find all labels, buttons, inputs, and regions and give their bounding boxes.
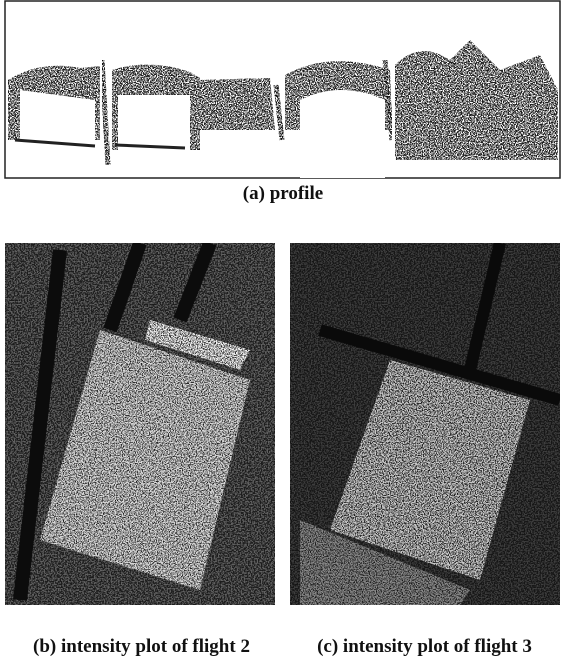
caption: (c) intensity plot of flight 3 [317,636,532,657]
caption: (a) profile [242,183,324,204]
profile-image [4,0,561,179]
caption: (b) intensity plot of flight 2 [33,636,250,657]
intensity-image-b [5,243,275,605]
intensity-image-c [290,243,560,605]
